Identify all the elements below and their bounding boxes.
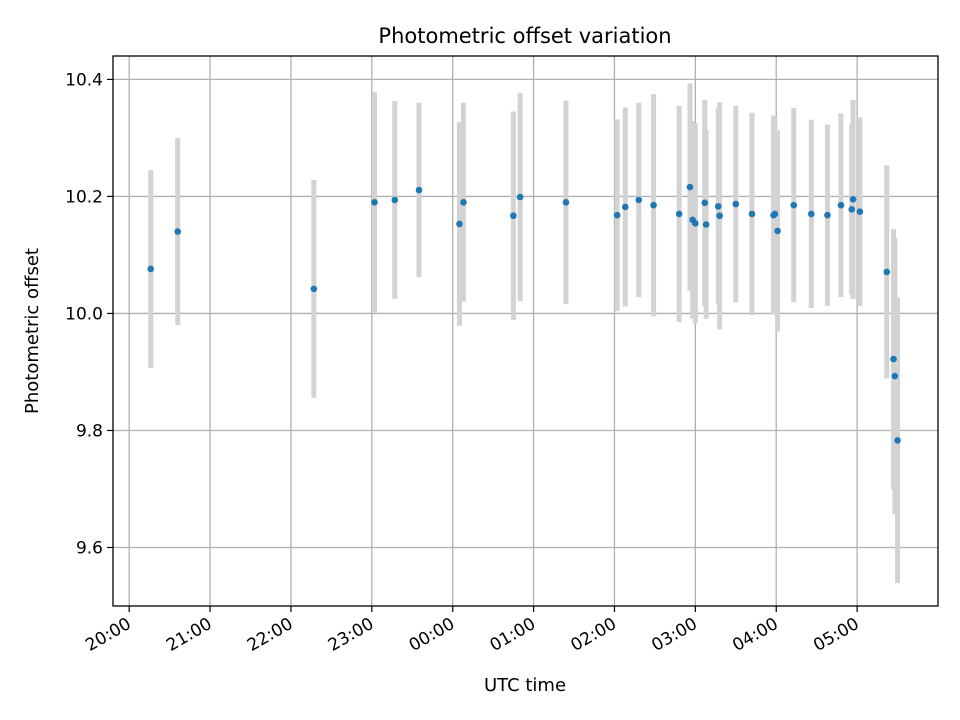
y-axis: 9.6 9.8 10.0 10.2 10.4	[65, 70, 113, 558]
data-point	[701, 199, 709, 207]
data-point	[890, 355, 897, 363]
data-point	[849, 196, 857, 203]
y-tick-label: 10.0	[65, 304, 103, 324]
y-tick-label: 9.6	[76, 538, 103, 558]
data-points	[147, 183, 901, 444]
data-point	[310, 285, 318, 293]
data-point	[883, 268, 891, 276]
data-point	[790, 201, 798, 209]
data-point	[774, 227, 781, 235]
data-point	[824, 211, 831, 219]
data-point	[837, 201, 845, 209]
data-point	[702, 221, 710, 228]
data-point	[415, 186, 423, 194]
data-point	[894, 437, 901, 444]
data-point	[807, 210, 815, 218]
data-point	[562, 198, 570, 206]
data-point	[516, 193, 524, 201]
data-point	[635, 196, 643, 204]
data-point	[771, 210, 779, 218]
x-axis-label: UTC time	[484, 675, 566, 696]
y-tick-label: 10.2	[65, 187, 103, 207]
data-point	[856, 208, 864, 215]
data-point	[848, 205, 856, 213]
data-point	[456, 220, 463, 228]
data-point	[732, 200, 740, 208]
data-point	[714, 203, 722, 210]
grid	[113, 56, 938, 606]
data-point	[716, 212, 723, 220]
data-point	[891, 372, 899, 380]
data-point	[748, 210, 756, 218]
data-point	[460, 198, 467, 206]
plot-frame	[112, 55, 939, 607]
data-point	[510, 212, 517, 220]
data-point	[675, 210, 683, 218]
data-point	[621, 203, 629, 211]
y-tick-label: 10.4	[65, 70, 103, 90]
data-point	[391, 196, 399, 204]
chart-title: Photometric offset variation	[378, 24, 671, 48]
data-point	[686, 183, 694, 191]
data-point	[613, 211, 621, 219]
data-point	[174, 228, 182, 235]
data-point	[692, 220, 699, 227]
data-point	[147, 265, 155, 273]
y-axis-label: Photometric offset	[22, 248, 43, 414]
data-point	[650, 201, 657, 209]
y-tick-label: 9.8	[76, 421, 103, 441]
data-point	[371, 198, 378, 206]
